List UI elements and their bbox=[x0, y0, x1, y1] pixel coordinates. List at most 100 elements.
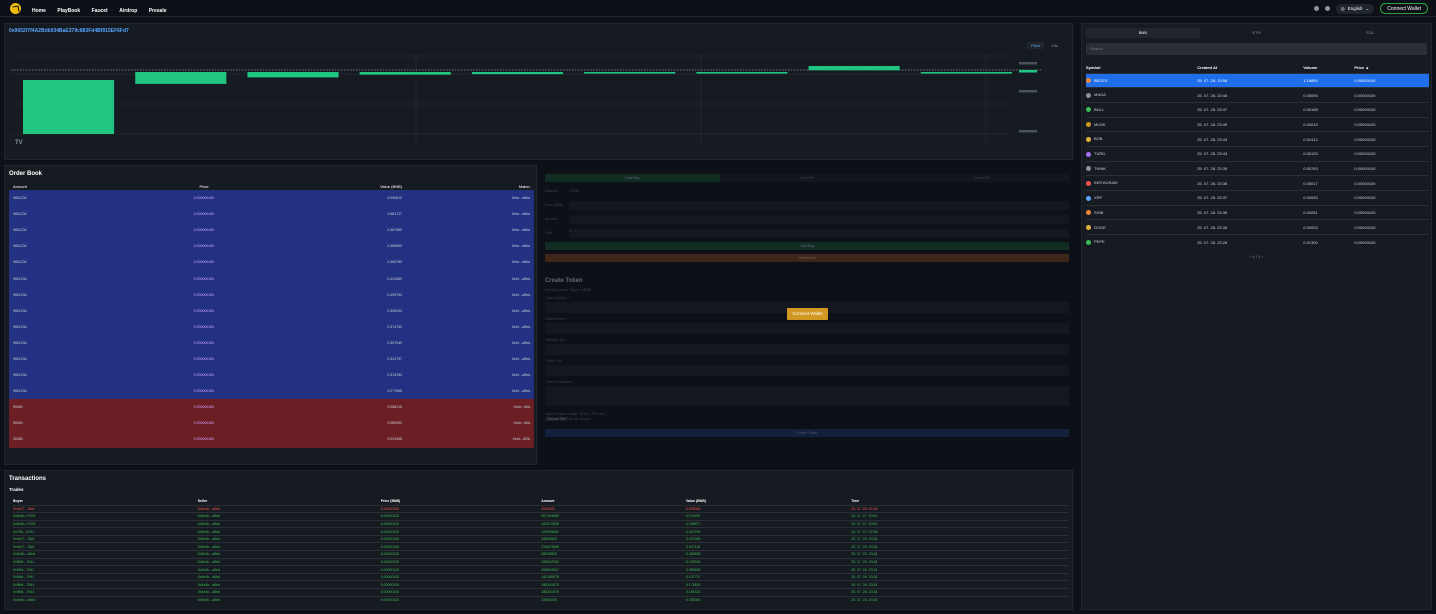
twitter-icon[interactable] bbox=[1313, 6, 1319, 11]
candle[interactable] bbox=[23, 80, 115, 134]
website-url-input[interactable] bbox=[545, 344, 1069, 355]
trade-buyer[interactable]: 0x4a77...78ef bbox=[13, 504, 198, 513]
trade-seller[interactable]: 0x4e4b...a5bd bbox=[197, 557, 381, 566]
market-row[interactable]: THINK 25. 07. 28. 23:39 0.00763 0.00000100 bbox=[1086, 160, 1429, 176]
trade-seller[interactable]: 0x4e4b...a5bd bbox=[197, 580, 381, 589]
market-row[interactable]: MUSK 25. 07. 28. 23:45 0.00015 0.00000100 bbox=[1086, 116, 1429, 132]
tab-sol[interactable]: SOL bbox=[1313, 28, 1428, 38]
market-row[interactable]: PEPE 25. 07. 28. 23:28 0.01300 0.00000100 bbox=[1086, 234, 1429, 250]
connect-wallet-overlay-button[interactable]: Connect Wallet bbox=[787, 308, 828, 320]
trade-seller[interactable]: 0x4e4b...a5bd bbox=[197, 512, 381, 521]
market-row[interactable]: MAGA 25. 07. 28. 23:46 0.00095 0.00000100 bbox=[1086, 87, 1429, 103]
choose-file-button[interactable]: Choose File bbox=[545, 417, 568, 421]
tab-info[interactable]: Info bbox=[1051, 43, 1058, 48]
market-row[interactable]: TURD 25. 07. 28. 23:43 0.00125 0.00000100 bbox=[1086, 145, 1429, 162]
order-row[interactable]: 9651234 0.000000100 0.390244 0x4e...a5bd bbox=[9, 302, 534, 319]
token-name-input[interactable] bbox=[545, 323, 1069, 334]
total-input[interactable]: 0 bbox=[569, 228, 1069, 238]
order-row[interactable]: 9651234 0.000000100 0.681717 0x4e...a5bd bbox=[9, 206, 534, 223]
order-row[interactable]: 9651234 0.000000100 0.467989 0x4e...a5bd bbox=[9, 222, 534, 239]
trade-seller[interactable]: 0x4e4b...a5bd bbox=[197, 572, 381, 581]
market-row[interactable]: BOB 25. 07. 28. 23:44 0.01412 0.00000100 bbox=[1086, 131, 1429, 147]
tab-price[interactable]: Price bbox=[1027, 42, 1045, 49]
trade-buyer[interactable]: 0x9fb4...7941 bbox=[13, 572, 198, 581]
price-chart[interactable] bbox=[11, 54, 1061, 144]
market-row[interactable]: BECEX 25. 07. 28. 13:56 1.19850 0.00000100 bbox=[1086, 72, 1429, 88]
logo-icon[interactable] bbox=[10, 2, 21, 14]
tab-limit-buy[interactable]: Limit Buy bbox=[545, 174, 720, 182]
telegram-icon[interactable] bbox=[1324, 6, 1330, 11]
trade-seller[interactable]: 0x4e4b...a5bd bbox=[197, 595, 381, 604]
candle[interactable] bbox=[471, 72, 563, 75]
order-row[interactable]: 9651234 0.000000100 0.331797 0x4e...a5bd bbox=[9, 350, 534, 368]
order-row[interactable]: 9651234 0.000000100 0.096512 0x4e...a5bd bbox=[9, 190, 534, 207]
trade-seller[interactable]: 0x4e4b...a5bd bbox=[197, 527, 381, 536]
price-input[interactable] bbox=[569, 200, 1069, 210]
candle[interactable] bbox=[696, 72, 788, 74]
connect-wallet-button[interactable]: Connect Wallet bbox=[1380, 3, 1428, 14]
token-address[interactable]: 0x9652f7f4A2Bdb934BaE379c883Fd4Bf915EF6F… bbox=[9, 28, 129, 34]
trade-buyer[interactable]: 0x9fb4...7941 bbox=[13, 565, 198, 574]
order-row[interactable]: 9651234 0.000000100 0.409794 0x4e...a5bd bbox=[9, 286, 534, 303]
order-row[interactable]: 26380 0.000000100 0.024958 0x4e...6f2b bbox=[9, 431, 534, 448]
nav-faucet[interactable]: Faucet bbox=[91, 8, 108, 14]
trade-buyer[interactable]: 0x4e4b...F024 bbox=[13, 512, 198, 521]
order-row[interactable]: 9651234 0.000000100 0.420389 0x4e...a5bd bbox=[9, 270, 534, 287]
token-description-input[interactable] bbox=[545, 386, 1069, 406]
order-row[interactable]: 9651234 0.000000100 0.357049 0x4e...a5bd bbox=[9, 334, 534, 351]
order-row[interactable]: 56960 0.000000100 0.080093 0x4e...5bd bbox=[9, 415, 534, 432]
nav-presale[interactable]: Presale bbox=[148, 8, 167, 14]
order-row[interactable]: 9651234 0.000000100 0.277666 0x4e...a5bd bbox=[9, 383, 534, 400]
token-symbol-input[interactable] bbox=[545, 302, 1069, 313]
language-select[interactable]: ◎ English ⌄ bbox=[1335, 3, 1375, 14]
pagination[interactable]: ‹ 1 / 1 › bbox=[1250, 254, 1263, 260]
market-row[interactable]: INSTAGRAM 25. 07. 28. 23:38 0.00017 0.00000… bbox=[1086, 175, 1429, 191]
nav-playbook[interactable]: PlayBook bbox=[57, 8, 81, 14]
market-row[interactable]: DOGE 25. 07. 28. 23:35 0.00003 0.00000100 bbox=[1086, 219, 1429, 235]
order-row[interactable]: 9651234 0.000000100 0.460783 0x4e...a5bd bbox=[9, 254, 534, 271]
candle[interactable] bbox=[584, 72, 676, 74]
trade-seller[interactable]: 0x4e4b...a5bd bbox=[197, 565, 381, 574]
create-token-button[interactable]: Create Token bbox=[545, 429, 1069, 437]
trade-buyer[interactable]: 0x9fb4...7941 bbox=[13, 588, 198, 597]
trade-buyer[interactable]: 0x9fb4...7941 bbox=[13, 580, 198, 589]
trade-seller[interactable]: 0x4e4b...a5bd bbox=[197, 519, 381, 528]
market-row[interactable]: SHIB 25. 07. 28. 23:36 0.00051 0.00000100 bbox=[1086, 204, 1429, 220]
nav-home[interactable]: Home bbox=[32, 8, 46, 14]
col-volume[interactable]: Volume bbox=[1303, 65, 1318, 71]
trade-buyer[interactable]: 0x4a77...78ef bbox=[13, 542, 198, 551]
market-row[interactable]: XRP 25. 07. 28. 23:37 0.00083 0.00000100 bbox=[1086, 190, 1429, 206]
tab-bnb[interactable]: BNB bbox=[1086, 28, 1200, 38]
candle[interactable] bbox=[247, 72, 339, 78]
col-price[interactable]: Price ▲ bbox=[1354, 65, 1370, 71]
trade-buyer[interactable]: 0x4e4b...a5bd bbox=[13, 595, 198, 604]
trade-seller[interactable]: 0x4e4b...a5bd bbox=[197, 588, 381, 597]
order-row[interactable]: 9651234 0.000000100 0.313784 0x4e...a5bd bbox=[9, 367, 534, 384]
trade-seller[interactable]: 0x4e4b...a5bd bbox=[197, 504, 381, 513]
candle[interactable] bbox=[359, 72, 451, 75]
trade-seller[interactable]: 0x4e4b...a5bd bbox=[197, 542, 381, 551]
market-sell-button[interactable]: Market Sell bbox=[545, 254, 1069, 262]
candle[interactable] bbox=[808, 66, 900, 71]
trade-seller[interactable]: 0x4e4b...a5bd bbox=[197, 550, 381, 559]
trade-buyer[interactable]: 0x4e4b...F024 bbox=[13, 519, 198, 528]
order-row[interactable]: 99462 0.000000100 0.088216 0x4e...5bd bbox=[9, 399, 534, 416]
trade-seller[interactable]: 0x4e4b...a5bd bbox=[197, 534, 381, 543]
twitter-url-input[interactable] bbox=[545, 365, 1069, 376]
nav-airdrop[interactable]: Airdrop bbox=[119, 8, 138, 14]
tab-cancel-all[interactable]: Cancel All bbox=[894, 174, 1070, 182]
tab-limit-sell[interactable]: Limit Sell bbox=[719, 174, 895, 182]
tab-eth[interactable]: ETH bbox=[1199, 28, 1314, 38]
limit-buy-button[interactable]: Limit Buy bbox=[545, 242, 1069, 250]
col-created[interactable]: Created At bbox=[1197, 65, 1218, 71]
candle[interactable] bbox=[135, 72, 227, 84]
trade-buyer[interactable]: 0x4a77...78ef bbox=[13, 534, 198, 543]
trade-buyer[interactable]: 0x4e4b...a5bd bbox=[13, 550, 198, 559]
trade-buyer[interactable]: 0x7f0c...9191 bbox=[13, 527, 198, 536]
col-symbol[interactable]: Symbol bbox=[1086, 65, 1101, 71]
search-input[interactable]: Search bbox=[1086, 43, 1427, 55]
market-row[interactable]: BULL 25. 07. 28. 23:47 0.00168 0.00000100 bbox=[1086, 101, 1429, 118]
amount-input[interactable] bbox=[569, 214, 1069, 224]
trade-buyer[interactable]: 0x9fb4...7941 bbox=[13, 557, 198, 566]
order-row[interactable]: 9651234 0.000000100 0.374732 0x4e...a5bd bbox=[9, 318, 534, 335]
